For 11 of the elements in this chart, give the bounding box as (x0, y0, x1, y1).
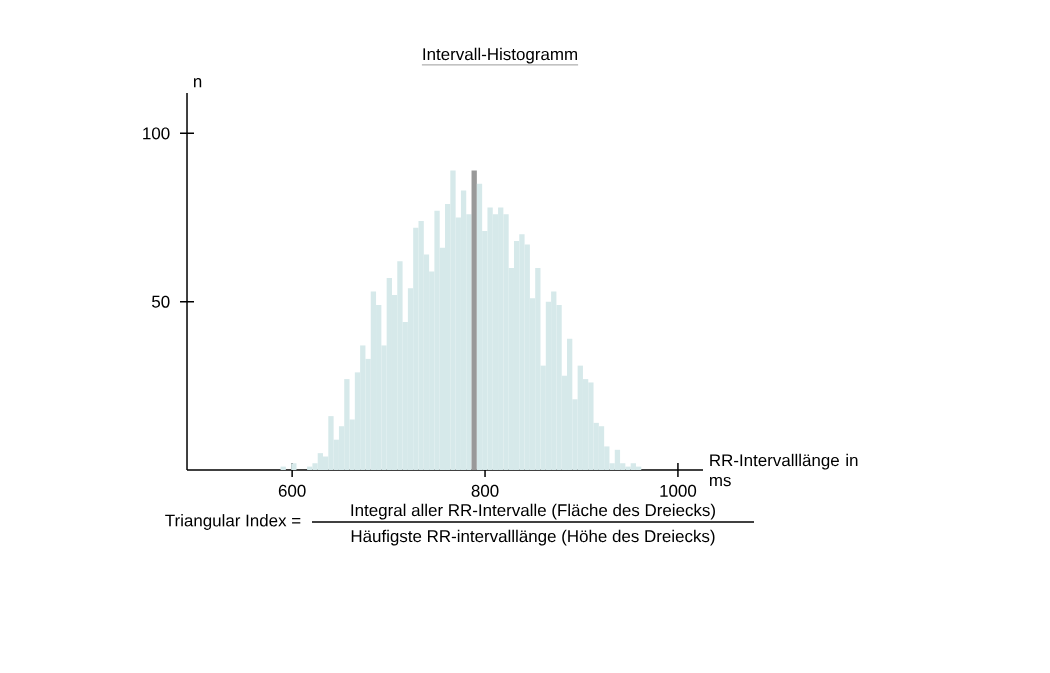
y-axis-title: n (193, 78, 202, 88)
y-tick-label: 100 (143, 127, 170, 140)
x-tick-label: 1000 (660, 484, 697, 497)
chart-title: Intervall-Histogramm (423, 47, 577, 64)
x-axis-title: RR-Intervalllänge in ms (709, 453, 858, 487)
text: Triangular Index = (165, 514, 301, 530)
y-tick-label: 50 (152, 295, 170, 308)
x-tick-label: 800 (471, 484, 499, 497)
text: Häufigste RR-intervalllänge (Höhe des Dreiecks) (351, 529, 715, 546)
text: Integral aller RR-Intervalle (Fläche des Dreiecks) (351, 503, 715, 520)
x-tick-label: 600 (278, 484, 306, 497)
